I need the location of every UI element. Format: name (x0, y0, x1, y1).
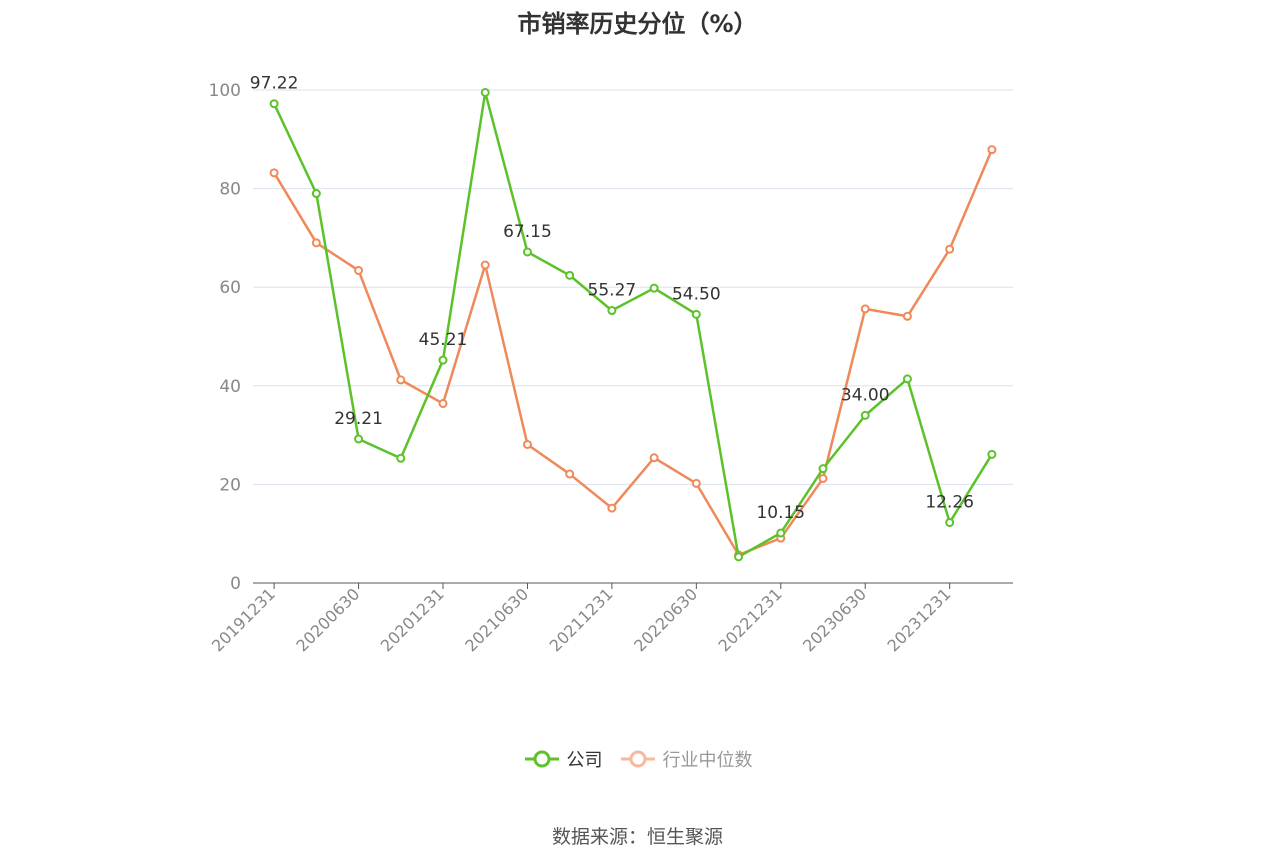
x-tick-label: 20210630 (461, 584, 532, 655)
data-point-company (691, 309, 701, 319)
series-line-company (272, 91, 993, 559)
data-point-industry (480, 260, 490, 270)
data-point-company (776, 528, 786, 538)
data-point-company (311, 189, 321, 199)
y-tick-label: 20 (219, 475, 241, 495)
x-tick-label: 20201231 (377, 584, 448, 655)
x-tick-label: 20230630 (799, 584, 870, 655)
data-label: 97.22 (250, 74, 299, 94)
data-point-industry (902, 311, 912, 321)
data-point-industry (522, 439, 532, 449)
data-point-company (607, 306, 617, 316)
data-point-industry (311, 238, 321, 248)
legend-label-company: 公司 (566, 750, 603, 771)
data-point-company (987, 449, 997, 459)
chart-legend: 公司 行业中位数 (0, 746, 1275, 772)
data-label: 29.21 (334, 409, 383, 429)
data-point-industry (945, 244, 955, 254)
data-point-company (565, 270, 575, 280)
data-point-industry (565, 469, 575, 479)
data-point-industry (607, 503, 617, 513)
data-point-industry (987, 145, 997, 155)
data-point-company (902, 374, 912, 384)
data-point-company (945, 518, 955, 528)
data-point-company (480, 87, 490, 97)
data-point-company (354, 434, 364, 444)
y-tick-label: 0 (230, 574, 241, 594)
data-label: 55.27 (588, 281, 637, 301)
data-point-industry (269, 168, 279, 178)
data-point-industry (438, 399, 448, 409)
data-point-industry (354, 265, 364, 275)
data-point-industry (691, 478, 701, 488)
data-point-industry (396, 375, 406, 385)
data-label: 67.15 (503, 222, 552, 242)
data-point-industry (649, 453, 659, 463)
data-point-company (438, 355, 448, 365)
data-label: 45.21 (419, 330, 468, 350)
data-point-industry (860, 304, 870, 314)
x-tick-label: 20211231 (546, 584, 617, 655)
data-label: 10.15 (756, 503, 805, 523)
circle-line-icon (620, 750, 655, 768)
x-tick-label: 20221231 (715, 584, 786, 655)
x-tick-label: 20231231 (883, 584, 954, 655)
data-point-company (522, 247, 532, 257)
data-label: 12.26 (925, 493, 974, 513)
x-tick-label: 20200630 (292, 584, 363, 655)
legend-item-company[interactable]: 公司 (523, 746, 603, 772)
x-tick-label: 20191231 (208, 584, 279, 655)
data-point-company (649, 283, 659, 293)
series-line-industry (273, 149, 994, 557)
data-label: 34.00 (841, 385, 890, 405)
y-tick-label: 100 (209, 81, 241, 101)
data-point-company (818, 464, 828, 474)
data-label: 54.50 (672, 284, 721, 304)
data-point-company (860, 410, 870, 420)
data-point-company (396, 453, 406, 463)
y-tick-label: 40 (219, 377, 241, 397)
data-point-company (269, 99, 279, 109)
legend-label-industry: 行业中位数 (662, 750, 753, 771)
x-tick-label: 20220630 (630, 584, 701, 655)
data-source: 数据来源：恒生聚源 (551, 826, 723, 848)
circle-line-icon (524, 750, 559, 768)
legend-item-industry[interactable]: 行业中位数 (619, 746, 753, 772)
y-tick-label: 60 (219, 278, 241, 298)
data-point-industry (818, 473, 828, 483)
data-point-company (734, 552, 744, 562)
y-tick-label: 80 (219, 180, 241, 200)
chart-title: 市销率历史分位（%） (517, 10, 758, 38)
